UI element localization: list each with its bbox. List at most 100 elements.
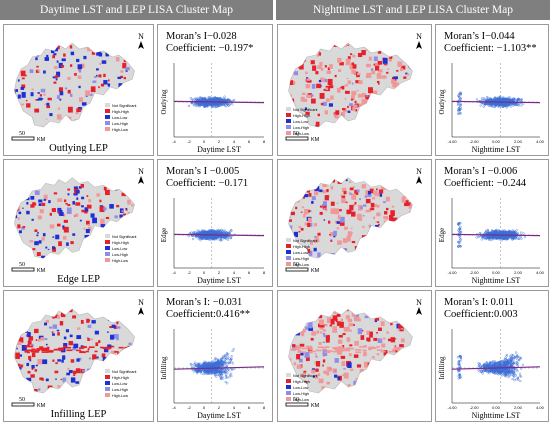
legend-swatch bbox=[286, 391, 291, 395]
legend-label: Low-Low bbox=[293, 386, 308, 390]
x-tick-label: -4.00 bbox=[447, 139, 457, 144]
legend-label: Low-Low bbox=[112, 116, 127, 120]
scale-value: 50 bbox=[19, 131, 25, 137]
night-scatter-plot-2: -4.00 -2.00 0.00 2.00 4.00 Nighttime LST Edge bbox=[438, 198, 545, 285]
legend-label: High-High bbox=[112, 241, 129, 245]
x-axis-label: Nighttime LST bbox=[472, 145, 521, 154]
day-scatter-panel-3: Moran’s I: −0.031 Coefficient:0.416** -4 -2… bbox=[157, 290, 273, 422]
scale-unit: KM bbox=[311, 268, 320, 274]
morans-i-text: Moran’s I−0.028 bbox=[166, 31, 237, 42]
lep-type-label: Outlying LEP bbox=[49, 143, 108, 154]
legend-label: High-Low bbox=[112, 259, 128, 263]
legend-label: High-Low bbox=[112, 128, 128, 132]
legend-label: High-Low bbox=[112, 394, 128, 398]
scale-bar bbox=[285, 136, 309, 141]
scale-unit: KM bbox=[311, 403, 320, 409]
scale-value: 50 bbox=[293, 131, 299, 137]
day-scatter-plot-3: -4 -2 0 2 4 6 8 Daytime LST Infilling bbox=[160, 329, 266, 420]
x-tick-label: -2.00 bbox=[469, 270, 479, 275]
regression-line bbox=[173, 366, 265, 370]
legend-label: Low-High bbox=[293, 392, 309, 396]
x-tick-label: 4 bbox=[233, 139, 236, 144]
x-tick-label: -2.00 bbox=[469, 405, 479, 410]
legend-swatch bbox=[286, 373, 291, 377]
night-lisa-map-3: N Not Significant High-High Low-Low Low-High… bbox=[285, 298, 422, 409]
legend-label: Low-High bbox=[293, 257, 309, 261]
north-label: N bbox=[138, 32, 144, 41]
daytime-header: Daytime LST and LEP LISA Cluster Map bbox=[0, 0, 273, 20]
north-arrow-icon bbox=[138, 307, 144, 315]
coefficient-text: Coefficient:0.003 bbox=[444, 309, 518, 320]
x-tick-label: 2 bbox=[218, 139, 221, 144]
morans-i-text: Moran’s I −0.005 bbox=[166, 166, 240, 177]
legend-swatch bbox=[286, 250, 291, 254]
x-tick-label: -2 bbox=[187, 270, 191, 275]
legend-swatch bbox=[105, 252, 110, 256]
coefficient-text: Coefficient: −0.197* bbox=[166, 43, 254, 54]
legend-swatch bbox=[105, 393, 110, 397]
day-map-panel-3: N Not Significant High-High Low-Low Low-High… bbox=[3, 290, 154, 422]
x-tick-label: -4 bbox=[172, 270, 176, 275]
y-axis-label: Edge bbox=[160, 228, 168, 242]
scale-value: 50 bbox=[293, 262, 299, 268]
day-scatter-panel-2: Moran’s I −0.005 Coefficient: −0.171 -4 -2 0… bbox=[157, 159, 273, 287]
x-tick-label: 6 bbox=[248, 270, 251, 275]
y-axis-label: Outlying bbox=[438, 89, 446, 114]
scale-unit: KM bbox=[37, 403, 46, 409]
day-lisa-map-1: N Not Significant High-High Low-Low Low-High… bbox=[11, 32, 144, 154]
legend-label: Not Significant bbox=[112, 235, 137, 239]
legend-label: High-High bbox=[293, 114, 310, 118]
x-tick-label: 6 bbox=[248, 139, 251, 144]
regression-line bbox=[451, 100, 541, 104]
scale-bar bbox=[285, 267, 309, 272]
day-map-panel-1: N Not Significant High-High Low-Low Low-High… bbox=[3, 24, 154, 156]
x-tick-label: -4 bbox=[172, 405, 176, 410]
x-tick-label: -4.00 bbox=[447, 405, 457, 410]
legend-label: Not Significant bbox=[112, 370, 137, 374]
y-axis-label: Outlying bbox=[160, 89, 168, 114]
legend-label: Low-High bbox=[112, 388, 128, 392]
morans-i-text: Moran’s I −0.006 bbox=[444, 166, 518, 177]
north-arrow-icon bbox=[416, 41, 422, 49]
legend-swatch bbox=[286, 107, 291, 111]
morans-i-text: Moran’s I: −0.031 bbox=[166, 297, 243, 308]
legend-label: Low-High bbox=[112, 122, 128, 126]
legend-swatch bbox=[105, 375, 110, 379]
legend-swatch bbox=[286, 262, 291, 266]
y-axis-label: Edge bbox=[438, 228, 446, 242]
legend-swatch bbox=[105, 234, 110, 238]
legend-label: Low-High bbox=[293, 126, 309, 130]
x-tick-label: 4 bbox=[233, 270, 236, 275]
legend-swatch bbox=[286, 385, 291, 389]
day-scatter-panel-1: Moran’s I−0.028 Coefficient: −0.197* -4 -2 0… bbox=[157, 24, 273, 156]
legend-swatch bbox=[286, 256, 291, 260]
legend-swatch bbox=[105, 246, 110, 250]
x-tick-label: 0 bbox=[203, 405, 206, 410]
y-axis-label: Infilling bbox=[160, 356, 168, 379]
legend-swatch bbox=[105, 109, 110, 113]
legend-swatch bbox=[105, 387, 110, 391]
night-lisa-map-1: N Not Significant High-High Low-Low Low-High… bbox=[285, 32, 422, 143]
legend-label: High-Low bbox=[293, 263, 309, 267]
legend-swatch bbox=[286, 125, 291, 129]
legend-label: Low-Low bbox=[293, 120, 308, 124]
coefficient-text: Coefficient:0.416** bbox=[166, 309, 251, 320]
day-map-panel-2: N Not Significant High-High Low-Low Low-High… bbox=[3, 159, 154, 287]
x-tick-label: 0.00 bbox=[492, 270, 501, 275]
x-tick-label: 2 bbox=[218, 270, 221, 275]
north-arrow-icon bbox=[416, 176, 422, 184]
legend-label: High-High bbox=[293, 380, 310, 384]
legend-label: High-High bbox=[112, 376, 129, 380]
x-axis-label: Daytime LST bbox=[197, 276, 241, 285]
legend-swatch bbox=[105, 240, 110, 244]
legend-swatch bbox=[105, 121, 110, 125]
x-tick-label: 0 bbox=[203, 270, 206, 275]
day-scatter-plot-1: -4 -2 0 2 4 6 8 Daytime LST Outlying bbox=[160, 63, 266, 154]
x-tick-label: 2 bbox=[218, 405, 221, 410]
legend-label: Low-Low bbox=[112, 247, 127, 251]
x-tick-label: -2 bbox=[187, 405, 191, 410]
legend-swatch bbox=[286, 131, 291, 135]
legend-label: High-Low bbox=[293, 132, 309, 136]
night-scatter-panel-2: Moran’s I −0.006 Coefficient: −0.244 -4.00… bbox=[435, 159, 549, 287]
scale-bar bbox=[11, 402, 35, 407]
